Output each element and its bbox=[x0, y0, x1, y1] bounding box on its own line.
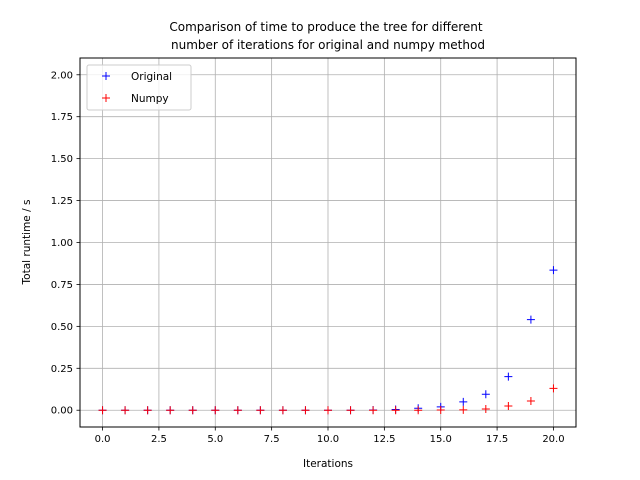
data-point-numpy bbox=[346, 406, 355, 415]
y-tick-label: 0.00 bbox=[51, 406, 73, 417]
y-tick-label: 0.75 bbox=[51, 280, 73, 291]
x-tick-label: 20.0 bbox=[542, 434, 564, 445]
data-point-numpy bbox=[481, 405, 490, 414]
x-tick-label: 15.0 bbox=[430, 434, 452, 445]
y-tick-label: 1.00 bbox=[51, 238, 73, 249]
x-tick-label: 2.5 bbox=[151, 434, 167, 445]
legend-markers bbox=[102, 72, 110, 102]
y-tick-label: 1.25 bbox=[51, 196, 73, 207]
data-point-numpy bbox=[233, 406, 242, 415]
x-tick-label: 12.5 bbox=[373, 434, 395, 445]
y-tick-label: 1.75 bbox=[51, 112, 73, 123]
x-axis-label: Iterations bbox=[303, 458, 353, 470]
y-tick-label: 0.25 bbox=[51, 364, 73, 375]
data-point-numpy bbox=[256, 406, 265, 415]
chart-title-line-2: number of iterations for original and nu… bbox=[171, 38, 485, 52]
data-point-numpy bbox=[301, 406, 310, 415]
data-point-numpy bbox=[504, 402, 513, 411]
axis-ticks: 0.0 2.5 5.0 7.5 10.0 12.5 15.0 17.5 20.0 0.00 0.25… bbox=[51, 70, 565, 445]
data-point-numpy bbox=[121, 406, 130, 415]
data-point-numpy bbox=[211, 406, 220, 415]
y-tick-label: 2.00 bbox=[51, 70, 73, 81]
data-point-original bbox=[481, 390, 490, 399]
data-point-numpy bbox=[278, 406, 287, 415]
data-point-numpy bbox=[98, 406, 107, 415]
data-point-numpy bbox=[526, 397, 535, 406]
data-point-original bbox=[459, 397, 468, 406]
plot-markers bbox=[98, 266, 558, 415]
data-point-numpy bbox=[143, 406, 152, 415]
data-point-original bbox=[526, 315, 535, 324]
data-point-numpy bbox=[459, 405, 468, 414]
data-point-numpy bbox=[436, 406, 445, 415]
chart-title-line-1: Comparison of time to produce the tree f… bbox=[169, 20, 483, 34]
y-axis-label: Total runtime / s bbox=[21, 200, 33, 286]
plot-area-frame bbox=[79, 57, 577, 428]
data-point-numpy bbox=[391, 406, 400, 415]
legend: Original Numpy bbox=[86, 64, 192, 111]
legend-marker-original bbox=[102, 72, 110, 80]
legend-label-original: Original bbox=[131, 71, 172, 83]
x-tick-label: 7.5 bbox=[264, 434, 280, 445]
data-point-numpy bbox=[369, 406, 378, 415]
x-tick-label: 5.0 bbox=[207, 434, 223, 445]
data-point-numpy bbox=[549, 384, 558, 393]
x-tick-label: 10.0 bbox=[317, 434, 339, 445]
legend-box bbox=[86, 64, 192, 111]
legend-marker-numpy bbox=[102, 94, 110, 102]
data-point-original bbox=[549, 266, 558, 275]
x-tick-label: 0.0 bbox=[95, 434, 111, 445]
data-point-numpy bbox=[166, 406, 175, 415]
x-tick-label: 17.5 bbox=[486, 434, 508, 445]
data-point-numpy bbox=[324, 406, 332, 415]
legend-label-numpy: Numpy bbox=[131, 93, 169, 105]
data-point-original bbox=[504, 372, 513, 381]
y-tick-label: 1.50 bbox=[51, 154, 73, 165]
data-point-numpy bbox=[414, 406, 423, 415]
data-point-numpy bbox=[188, 406, 197, 415]
y-tick-label: 0.50 bbox=[51, 322, 73, 333]
